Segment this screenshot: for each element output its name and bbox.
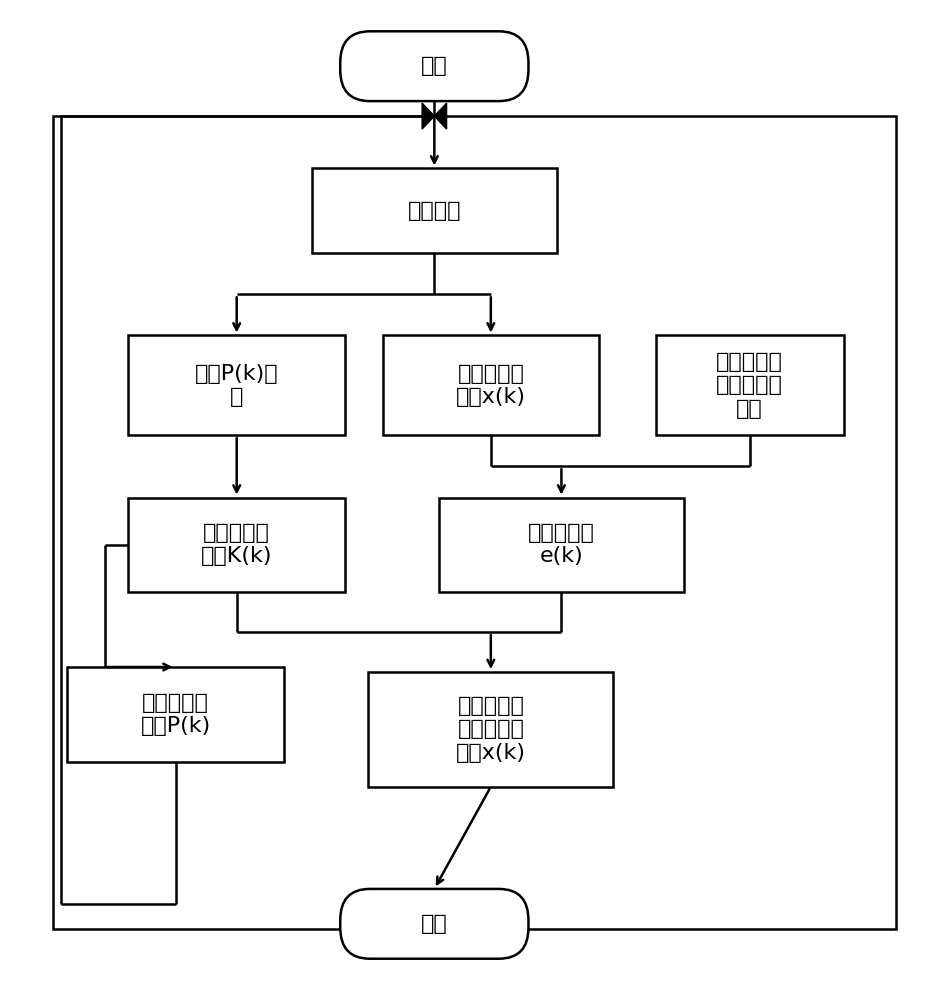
Text: 更新协方差
矩阵P(k): 更新协方差 矩阵P(k) (141, 693, 211, 736)
Bar (53, 116, 896, 929)
FancyBboxPatch shape (439, 498, 683, 592)
Text: 结束: 结束 (421, 914, 447, 934)
Text: 计算状态变
量的最优估
计值x(k): 计算状态变 量的最优估 计值x(k) (456, 696, 526, 763)
Text: 计算P(k)初
值: 计算P(k)初 值 (194, 364, 278, 407)
Polygon shape (434, 103, 447, 129)
Text: 计算误差值
e(k): 计算误差值 e(k) (528, 523, 595, 566)
FancyBboxPatch shape (128, 335, 345, 435)
FancyBboxPatch shape (340, 889, 529, 959)
FancyBboxPatch shape (128, 498, 345, 592)
Text: 计算先验预
估值x(k): 计算先验预 估值x(k) (456, 364, 526, 407)
FancyBboxPatch shape (655, 335, 844, 435)
Text: 输入初值: 输入初值 (408, 201, 461, 221)
Text: 计算卡尔曼
增益K(k): 计算卡尔曼 增益K(k) (201, 523, 273, 566)
FancyBboxPatch shape (67, 667, 284, 762)
Text: 测量负载转
矩值与转子
位置: 测量负载转 矩值与转子 位置 (716, 352, 784, 419)
Polygon shape (422, 103, 434, 129)
FancyBboxPatch shape (382, 335, 599, 435)
FancyBboxPatch shape (340, 31, 529, 101)
Text: 开始: 开始 (421, 56, 447, 76)
FancyBboxPatch shape (368, 672, 614, 787)
FancyBboxPatch shape (312, 168, 557, 253)
